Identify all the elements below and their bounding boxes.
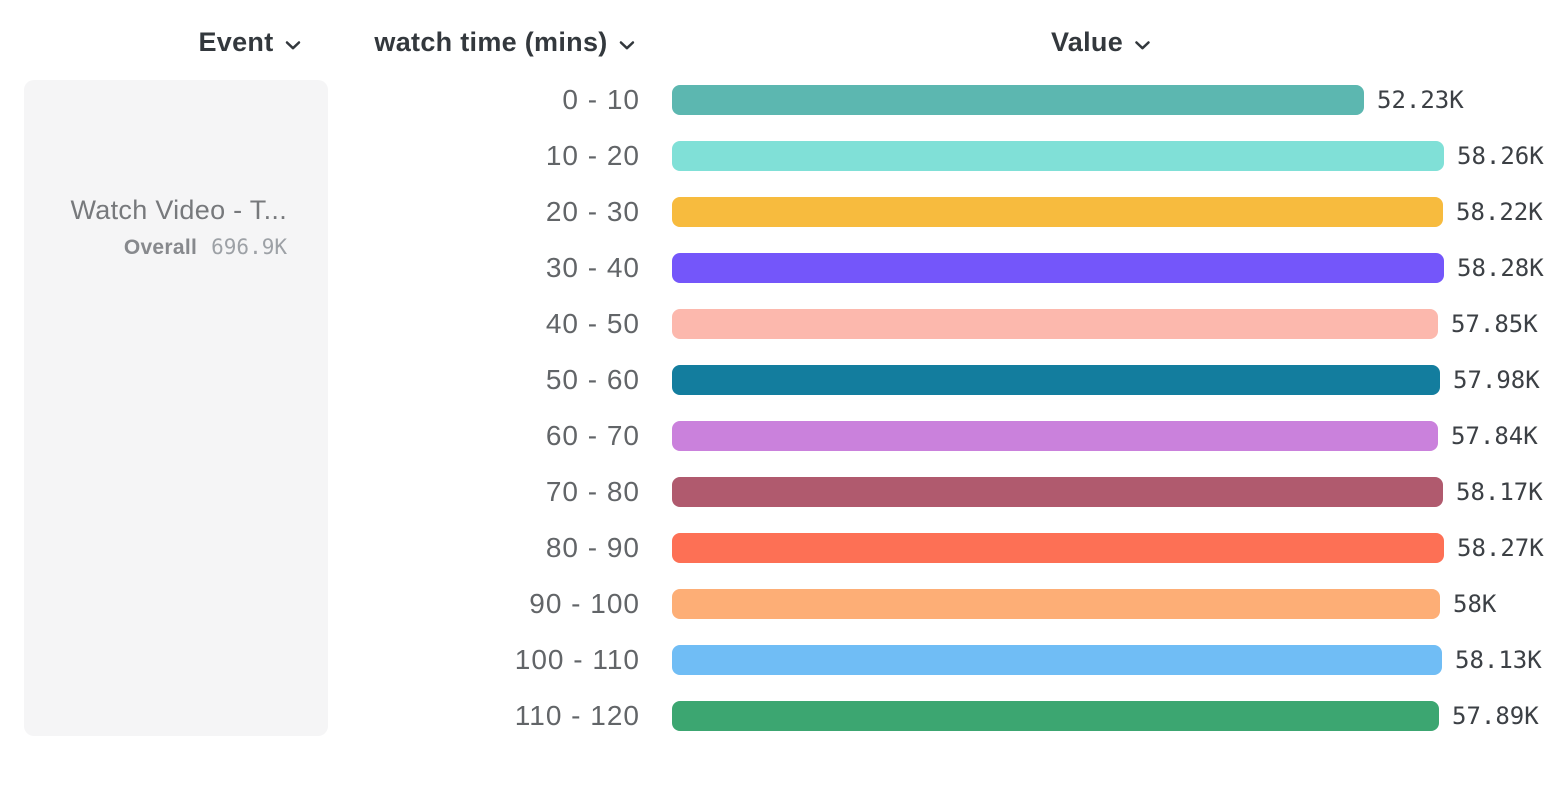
bar-rows: 0 - 10 52.23K 10 - 20 58.26K 20 - 30 58.… — [0, 84, 1568, 757]
bar-zone: 57.89K — [672, 701, 1539, 731]
bucket-label: 80 - 90 — [545, 532, 640, 563]
event-title: Watch Video - T... — [70, 195, 287, 225]
event-overall: Overall 696.9K — [124, 235, 287, 260]
chevron-down-icon — [1134, 40, 1151, 51]
value-label: 57.98K — [1453, 366, 1540, 394]
bar-zone: 52.23K — [672, 85, 1464, 115]
chart-row: 50 - 60 57.98K — [0, 364, 1568, 395]
chart-row: 110 - 120 57.89K — [0, 700, 1568, 731]
bar-zone: 58.13K — [672, 645, 1542, 675]
chart-row: 10 - 20 58.26K — [0, 140, 1568, 171]
bucket-label: 0 - 10 — [562, 84, 640, 115]
value-bar[interactable] — [672, 141, 1444, 171]
value-column-header[interactable]: Value — [1051, 27, 1151, 58]
value-label: 58K — [1453, 590, 1497, 618]
bucket-label: 10 - 20 — [545, 140, 640, 171]
chart-row: 30 - 40 58.28K — [0, 252, 1568, 283]
bar-zone: 58.17K — [672, 477, 1543, 507]
value-label: 57.85K — [1451, 310, 1538, 338]
chart-row: 40 - 50 57.85K — [0, 308, 1568, 339]
bar-zone: 58.28K — [672, 253, 1544, 283]
event-column-label: Event — [198, 27, 274, 57]
value-label: 52.23K — [1377, 86, 1464, 114]
chart-row: 60 - 70 57.84K — [0, 420, 1568, 451]
value-column-label: Value — [1050, 27, 1124, 57]
value-label: 58.26K — [1457, 142, 1544, 170]
bar-zone: 57.98K — [672, 365, 1540, 395]
bar-zone: 58K — [672, 589, 1496, 619]
value-label: 58.28K — [1457, 254, 1544, 282]
value-label: 58.22K — [1456, 198, 1543, 226]
bucket-label: 90 - 100 — [529, 588, 640, 619]
value-bar[interactable] — [672, 589, 1440, 619]
chart-row: 100 - 110 58.13K — [0, 644, 1568, 675]
value-bar[interactable] — [672, 365, 1440, 395]
bucket-label: 30 - 40 — [545, 252, 640, 283]
property-column-label: watch time (mins) — [374, 27, 608, 57]
bucket-label: 100 - 110 — [514, 644, 640, 675]
value-bar[interactable] — [672, 421, 1438, 451]
bar-zone: 58.22K — [672, 197, 1543, 227]
bucket-label: 20 - 30 — [545, 196, 640, 227]
value-bar[interactable] — [672, 197, 1443, 227]
bar-zone: 58.26K — [672, 141, 1544, 171]
bar-zone: 57.84K — [672, 421, 1538, 451]
event-column-header[interactable]: Event — [198, 27, 301, 58]
value-label: 58.17K — [1456, 478, 1543, 506]
bucket-label: 50 - 60 — [545, 364, 640, 395]
value-bar[interactable] — [672, 701, 1439, 731]
bucket-label: 40 - 50 — [545, 308, 640, 339]
value-label: 57.84K — [1451, 422, 1538, 450]
bar-zone: 58.27K — [672, 533, 1544, 563]
value-bar[interactable] — [672, 533, 1444, 563]
bar-zone: 57.85K — [672, 309, 1538, 339]
value-bar[interactable] — [672, 477, 1443, 507]
overall-label: Overall — [123, 236, 198, 259]
bucket-label: 70 - 80 — [545, 476, 640, 507]
bucket-label: 110 - 120 — [514, 700, 640, 731]
value-bar[interactable] — [672, 253, 1444, 283]
value-label: 58.27K — [1457, 534, 1544, 562]
value-label: 58.13K — [1455, 646, 1542, 674]
value-label: 57.89K — [1452, 702, 1539, 730]
chart-row: 70 - 80 58.17K — [0, 476, 1568, 507]
chart-row: 0 - 10 52.23K — [0, 84, 1568, 115]
value-bar[interactable] — [672, 309, 1438, 339]
overall-value: 696.9K — [211, 235, 287, 259]
chart-row: 80 - 90 58.27K — [0, 532, 1568, 563]
chevron-down-icon — [285, 40, 302, 51]
chart-row: 20 - 30 58.22K — [0, 196, 1568, 227]
bucket-label: 60 - 70 — [545, 420, 640, 451]
property-column-header[interactable]: watch time (mins) — [374, 27, 635, 58]
value-bar[interactable] — [672, 85, 1364, 115]
event-card[interactable]: Watch Video - T... Overall 696.9K — [24, 80, 328, 736]
value-bar[interactable] — [672, 645, 1442, 675]
chart-row: 90 - 100 58K — [0, 588, 1568, 619]
chevron-down-icon — [619, 40, 636, 51]
